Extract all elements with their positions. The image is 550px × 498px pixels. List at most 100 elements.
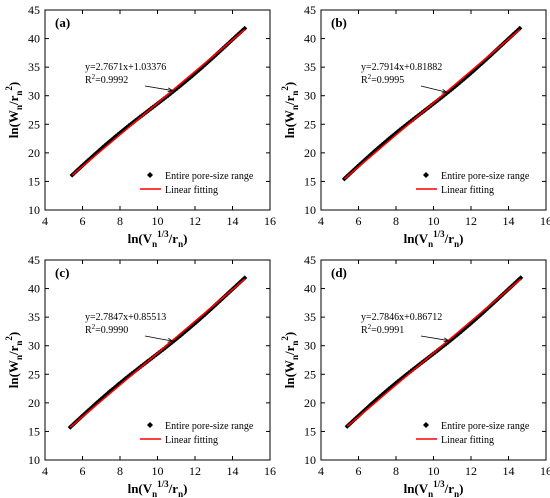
y-axis-title-part: 2 (4, 86, 14, 91)
y-tick-label: 15 (28, 174, 40, 188)
legend-label: Linear fitting (165, 435, 218, 446)
y-tick-label: 45 (304, 3, 316, 17)
y-tick-label: 15 (28, 424, 40, 438)
x-axis-title-part: n (152, 489, 157, 498)
legend: Entire pore-size range Linear fitting (140, 171, 254, 196)
x-axis-title-part: n (428, 239, 433, 249)
r-squared-part: 2 (368, 73, 372, 81)
data-point (180, 330, 186, 337)
r-squared-part: R (85, 325, 92, 336)
data-point (480, 309, 486, 315)
data-point (184, 327, 190, 333)
y-axis-title-part: /r (282, 95, 297, 106)
data-point (446, 89, 452, 95)
x-tick-label: 14 (503, 464, 515, 478)
legend-label: Linear fitting (165, 185, 218, 196)
y-tick-label: 20 (304, 146, 316, 160)
x-axis-title-part: n (454, 239, 459, 249)
y-axis-title-part: n (14, 105, 24, 110)
x-tick-label: 16 (264, 464, 276, 478)
fit-equation: y=2.7914x+0.81882 (361, 62, 442, 73)
y-tick-label: 25 (28, 117, 40, 131)
data-point (375, 395, 381, 401)
x-tick-label: 16 (540, 214, 550, 228)
x-axis-title-part: n (178, 489, 183, 498)
y-tick-label: 45 (28, 253, 40, 267)
data-point (381, 140, 387, 146)
data-point (357, 161, 363, 167)
arrow-head (167, 87, 173, 93)
y-tick-label: 20 (28, 396, 40, 410)
x-tick-label: 12 (465, 464, 477, 478)
legend-label: Linear fitting (441, 185, 494, 196)
y-axis-title-part: ) (6, 332, 21, 336)
data-point (386, 136, 392, 142)
x-axis-title: ln(Vn1/3/rn) (128, 479, 188, 498)
data-point (120, 377, 126, 384)
y-axis-title-part: n (290, 341, 300, 346)
y-tick-label: 10 (304, 453, 316, 467)
y-tick-label: 20 (28, 146, 40, 160)
data-point (395, 129, 401, 135)
data-point (204, 309, 210, 316)
data-point (170, 89, 176, 95)
y-tick-label: 10 (28, 453, 40, 467)
legend-label: Entire pore-size range (441, 171, 530, 182)
x-axis-title: ln(Vn1/3/rn) (404, 479, 464, 498)
y-axis-title-part: /r (6, 345, 21, 356)
x-axis-title-part: /r (444, 481, 455, 496)
r-squared-part: R (361, 75, 368, 86)
x-tick-label: 4 (42, 214, 48, 228)
x-axis-title-part: ln(V (128, 481, 153, 496)
y-axis-title-part: n (14, 355, 24, 360)
y-axis-title-part: n (14, 341, 24, 346)
annotation-arrow (420, 335, 449, 341)
fit-line (346, 278, 522, 427)
y-axis-title-part: ) (282, 332, 297, 336)
panel-label: (d) (331, 265, 347, 280)
x-tick-label: 12 (465, 214, 477, 228)
data-point (455, 81, 461, 87)
data-point (439, 94, 445, 100)
y-axis-title-part: ln(W (282, 110, 297, 138)
x-axis-title: ln(Vn1/3/rn) (128, 229, 188, 249)
x-axis-title-part: n (178, 239, 183, 249)
data-point (372, 147, 379, 154)
data-point (399, 125, 405, 131)
x-tick-label: 12 (189, 464, 201, 478)
y-tick-label: 45 (28, 3, 40, 17)
r-squared: R2=0.9990 (85, 323, 128, 336)
y-axis-title-part: 2 (4, 336, 14, 341)
x-tick-label: 6 (80, 214, 86, 228)
y-tick-label: 25 (304, 367, 316, 381)
annotation-arrow (420, 85, 447, 93)
legend-label: Entire pore-size range (165, 421, 254, 432)
y-axis-title-part: n (14, 91, 24, 96)
y-axis-title: ln(Wn/rn2) (4, 332, 24, 388)
data-point (208, 305, 215, 312)
y-tick-label: 30 (28, 89, 40, 103)
x-tick-label: 10 (152, 214, 164, 228)
data-point (403, 121, 410, 128)
panel-1: 4 6 8 10 12 14 161015202530354045(a)ln(Vn1/3/r… (4, 3, 276, 249)
data-point (87, 156, 93, 162)
panel-3: 4 6 8 10 12 14 161015202530354045(c)ln(Vn1/3/r… (4, 253, 276, 498)
data-point (204, 59, 211, 66)
x-tick-label: 14 (503, 214, 515, 228)
data-point (200, 313, 206, 320)
x-axis-title-part: ) (459, 481, 463, 496)
fit-equation: y=2.7671x+1.03376 (85, 62, 166, 73)
data-point (162, 345, 168, 351)
annotation-arrow (144, 335, 173, 342)
x-axis-title-part: n (428, 489, 433, 498)
y-tick-label: 10 (28, 203, 40, 217)
r-squared-part: =0.9992 (95, 75, 128, 86)
arrow-head (441, 88, 447, 94)
y-tick-label: 10 (304, 203, 316, 217)
r-squared-part: =0.9991 (371, 325, 404, 336)
data-point (171, 338, 177, 344)
data-point (196, 67, 202, 73)
y-axis-title-part: /r (6, 95, 21, 106)
x-axis-title: ln(Vn1/3/rn) (404, 229, 464, 249)
r-squared-part: 2 (92, 323, 96, 331)
